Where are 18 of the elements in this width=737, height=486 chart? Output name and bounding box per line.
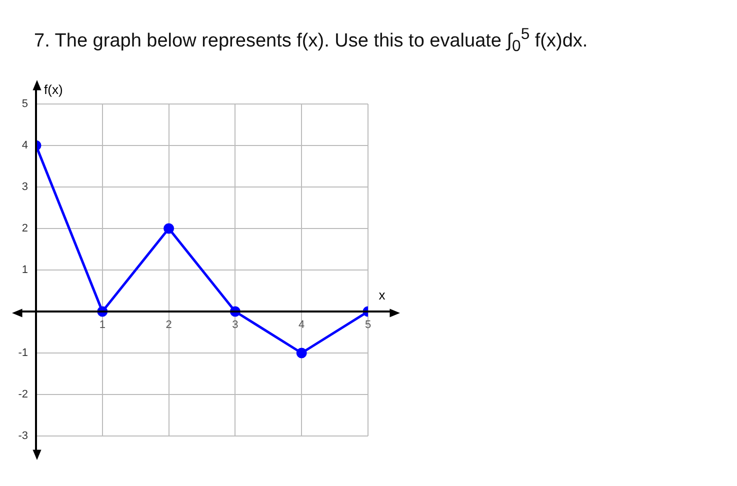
point <box>164 223 174 234</box>
y-tick-label: -3 <box>18 430 28 442</box>
y-tick-label: 5 <box>22 98 28 110</box>
x-tick-label: 4 <box>298 319 305 332</box>
x-tick-label: 3 <box>232 319 238 332</box>
chart-title: 7. The graph below represents f(x). Use this to evaluate ∫$_{0}$$^{5}$ f(x)dx. <box>34 26 588 56</box>
y-tick-label: 4 <box>22 140 28 152</box>
x-axis-title: x <box>378 288 386 302</box>
x-tick-label: 1 <box>99 319 106 332</box>
y-tick-label: 3 <box>22 181 28 194</box>
y-tick-label: 2 <box>22 222 28 235</box>
y-tick-label: 1 <box>22 264 28 276</box>
y-tick-label: -2 <box>18 388 28 401</box>
point <box>296 348 307 358</box>
x-tick-label: 5 <box>364 319 372 332</box>
y-tick-label: -1 <box>18 347 28 360</box>
x-tick-label: 2 <box>166 319 172 332</box>
y-axis-title: f(x) <box>44 82 63 97</box>
